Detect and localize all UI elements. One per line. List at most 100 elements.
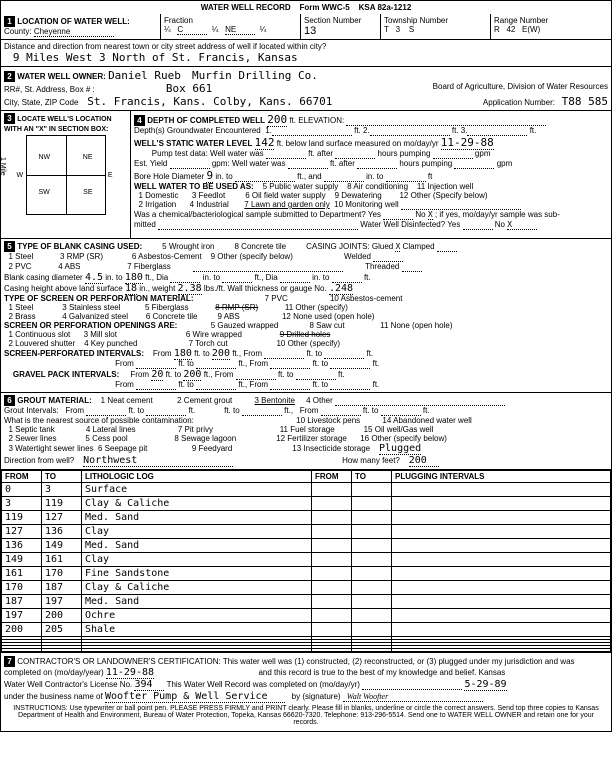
township-value: 3 xyxy=(396,25,400,34)
dir-label: Direction from well? xyxy=(4,456,74,465)
c9: 9 Other (specify below) xyxy=(211,252,293,261)
table-row: 136149Med. Sand xyxy=(2,538,611,552)
log-litho-header: LITHOLOGIC LOG xyxy=(82,470,312,482)
township-s: S xyxy=(409,25,414,34)
frac5: ¼ xyxy=(260,25,267,34)
pump-after2: ft. after xyxy=(330,159,355,168)
app-number: T88 585 xyxy=(562,95,608,108)
s10: 10 Asbestos-cement xyxy=(330,294,402,303)
p4: 4 Lateral lines xyxy=(86,425,136,434)
c7: 7 Fiberglass xyxy=(127,262,171,271)
section-7: 7 CONTRACTOR'S OR LANDOWNER'S CERTIFICAT… xyxy=(1,652,611,731)
s11: 11 Other (specify) xyxy=(285,303,348,312)
dia-end: in. to xyxy=(203,273,220,282)
gftfrom1: ft., From xyxy=(204,370,234,379)
section-2-row: 2 WATER WELL OWNER: Daniel Rueb Murfin D… xyxy=(1,67,611,111)
section-5-num: 5 xyxy=(4,241,15,252)
dia-in: in. to xyxy=(105,273,122,282)
from1: From xyxy=(153,349,172,358)
gr-from2: From xyxy=(300,406,319,415)
p5: 5 Cess pool xyxy=(85,434,127,443)
section-value: 13 xyxy=(304,25,316,37)
disinfect-no: No xyxy=(495,220,505,229)
u3: 3 Feedlot xyxy=(192,191,225,200)
sig-label: by (signature) xyxy=(292,692,341,701)
u6: 6 Oil field water supply xyxy=(245,191,325,200)
pump-after: ft. after xyxy=(308,149,333,158)
g3: 3 Bentonite xyxy=(255,396,295,405)
gfrom2: From xyxy=(115,380,134,389)
perf-label: SCREEN-PERFORATED INTERVALS: xyxy=(4,349,144,358)
bore-ft2: ft xyxy=(428,172,432,181)
s1: 1 Steel xyxy=(8,303,33,312)
gftto2: ft. to xyxy=(313,380,329,389)
gw-label: Depth(s) Groundwater Encountered xyxy=(134,126,261,135)
gw-end: ft. xyxy=(530,126,537,135)
section-1-row: 1 LOCATION OF WATER WELL: County: Cheyen… xyxy=(1,14,611,40)
frac2: C xyxy=(177,25,207,35)
gw2: ft. 2. xyxy=(354,126,370,135)
depth-value: 200 xyxy=(267,113,287,127)
log-plug-header: PLUGGING INTERVALS xyxy=(392,470,611,482)
static-suffix: ft. below land surface measured on mo/da… xyxy=(277,139,439,148)
joints-clamped: Clamped xyxy=(403,242,435,251)
table-row: 197200Ochre xyxy=(2,608,611,622)
owner-label: WATER WELL OWNER: xyxy=(17,72,106,81)
p14: 14 Abandoned water well xyxy=(382,416,471,425)
township-label: Township Number xyxy=(384,16,448,25)
pump-hours2: hours pumping xyxy=(399,159,452,168)
o3: 3 Mill slot xyxy=(84,330,117,339)
height-label: Casing height above land surface xyxy=(4,284,123,293)
disinfect-x: X xyxy=(507,220,537,230)
diameter-label: Blank casing diameter xyxy=(4,273,83,282)
grout-label: GROUT MATERIAL: xyxy=(17,396,92,405)
dia-in2: in. to xyxy=(312,273,329,282)
township-t: T xyxy=(384,25,389,34)
bact-label: Was a chemical/bacteriological sample su… xyxy=(134,210,381,219)
dia-ft2: ft., Dia xyxy=(255,273,278,282)
nw-label: NW xyxy=(39,154,51,161)
joints-glued: X xyxy=(395,242,400,252)
table-row: 03Surface xyxy=(2,482,611,496)
pump-hours: hours pumping xyxy=(378,149,431,158)
table-row: 200205Shale xyxy=(2,622,611,636)
disinfect: Water Well Disinfected? Yes xyxy=(360,220,460,229)
use-label: WELL WATER TO BE USED AS: xyxy=(134,182,254,191)
o10: 10 Other (specify) xyxy=(276,339,340,348)
gto2: ft. to xyxy=(178,380,194,389)
gto1: ft. to xyxy=(166,370,182,379)
bact-no: No xyxy=(415,210,425,219)
form-title: WATER WELL RECORD xyxy=(201,3,291,12)
u5: 5 Public water supply xyxy=(263,182,339,191)
board-text: Board of Agriculture, Division of Water … xyxy=(433,82,608,91)
form-header: WATER WELL RECORD Form WWC-5 KSA 82a-121… xyxy=(1,1,611,14)
se-label: SE xyxy=(83,189,92,196)
record-text: and this record is true to the best of m… xyxy=(258,668,505,677)
u9: 9 Dewatering xyxy=(335,191,382,200)
u1: 1 Domestic xyxy=(138,191,178,200)
range-label: Range Number xyxy=(494,16,548,25)
ft-end2: ft. xyxy=(373,359,380,368)
section-3-4-row: 3 LOCATE WELL'S LOCATION WITH AN "X" IN … xyxy=(1,111,611,239)
city-label: City, State, ZIP Code xyxy=(4,98,78,107)
section-7-num: 7 xyxy=(4,656,15,667)
bore-value: 9 xyxy=(206,169,213,183)
gftto1: ft. to xyxy=(278,370,294,379)
section-5-row: 5 TYPE OF BLANK CASING USED: 5 Wrought i… xyxy=(1,239,611,393)
p12: 12 Fertilizer storage xyxy=(276,434,347,443)
c1: 1 Steel xyxy=(8,252,33,261)
u2: 2 Irrigation xyxy=(138,200,176,209)
city-value: St. Francis, Kans. Colby, Kans. 66701 xyxy=(87,95,332,108)
static-label: WELL'S STATIC WATER LEVEL xyxy=(134,139,252,148)
dia-val: 180 xyxy=(125,272,143,284)
distance-row: Distance and direction from nearest town… xyxy=(1,40,611,67)
p6: 6 Seepage pit xyxy=(98,444,147,453)
to2: ft. to xyxy=(178,359,194,368)
joints-label: CASING JOINTS: Glued xyxy=(306,242,393,251)
u12: 12 Other (Specify below) xyxy=(399,191,487,200)
p11: 11 Fuel storage xyxy=(280,425,335,434)
threaded: Threaded xyxy=(365,262,399,271)
mitted: mitted xyxy=(134,220,156,229)
distance-value: 9 Miles West 3 North of St. Francis, Kan… xyxy=(13,51,298,64)
cert-label: CONTRACTOR'S OR LANDOWNER'S CERTIFICATIO… xyxy=(17,657,574,666)
